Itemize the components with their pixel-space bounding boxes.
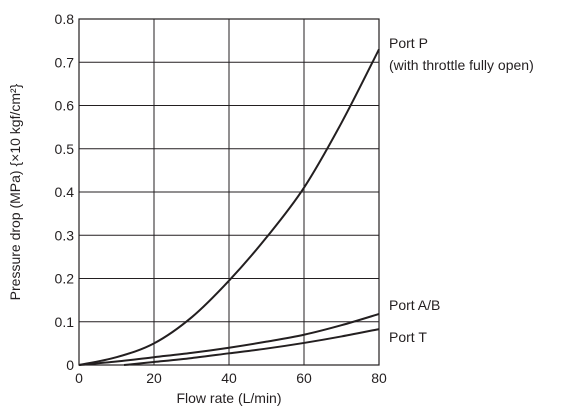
grid <box>78 18 380 366</box>
x-tick-label: 20 <box>146 370 162 386</box>
y-tick-label: 0.4 <box>55 184 75 200</box>
series-label-port-p: Port P <box>389 35 428 51</box>
series-note-port-p: (with throttle fully open) <box>389 57 534 73</box>
y-tick-label: 0 <box>66 357 74 373</box>
y-tick-label: 0.5 <box>55 141 75 157</box>
x-axis-label: Flow rate (L/min) <box>176 390 281 406</box>
series-line-port-ab <box>78 313 380 366</box>
series-line-port-p <box>78 48 380 366</box>
series-line-port-t <box>123 328 380 366</box>
y-tick-labels: 0 0.1 0.2 0.3 0.4 0.5 0.6 0.7 0.8 <box>55 11 75 373</box>
y-tick-label: 0.2 <box>55 271 75 287</box>
series-lines <box>78 48 380 366</box>
y-tick-label: 0.1 <box>55 314 75 330</box>
x-tick-label: 40 <box>221 370 237 386</box>
y-tick-label: 0.3 <box>55 227 75 243</box>
y-tick-label: 0.7 <box>55 54 75 70</box>
y-axis-label: Pressure drop (MPa) {×10 kgf/cm²} <box>7 83 23 300</box>
series-label-port-t: Port T <box>389 329 427 345</box>
series-label-port-ab: Port A/B <box>389 297 440 313</box>
x-tick-label: 60 <box>296 370 312 386</box>
plot-frame <box>78 18 380 366</box>
x-tick-label: 0 <box>75 370 83 386</box>
y-tick-label: 0.6 <box>55 98 75 114</box>
y-tick-label: 0.8 <box>55 11 75 27</box>
x-tick-label: 80 <box>371 370 387 386</box>
x-tick-labels: 0 20 40 60 80 <box>75 370 387 386</box>
